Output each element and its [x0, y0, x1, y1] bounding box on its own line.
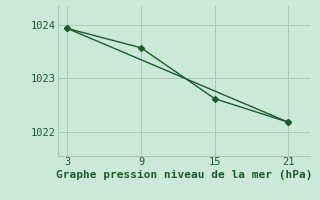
- X-axis label: Graphe pression niveau de la mer (hPa): Graphe pression niveau de la mer (hPa): [56, 170, 312, 180]
